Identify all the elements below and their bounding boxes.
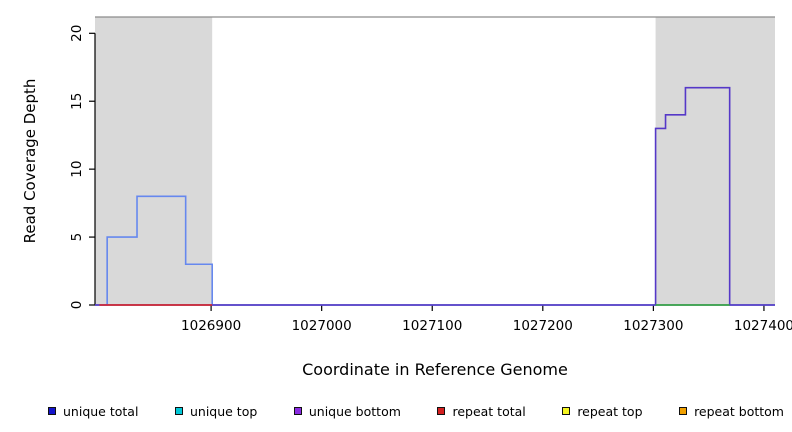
legend-swatch: [437, 407, 446, 415]
legend-item: unique top: [174, 403, 258, 419]
repeat-region-shading: [95, 17, 213, 305]
legend-item: unique total: [48, 404, 138, 419]
legend-label: unique bottom: [308, 403, 401, 419]
legend-swatch: [293, 407, 302, 415]
legend-item: repeat total: [437, 403, 526, 419]
y-tick-label: 10: [69, 161, 85, 178]
x-tick-label: 1027100: [402, 318, 462, 334]
y-tick-label: 0: [69, 301, 85, 310]
legend-item: repeat top: [562, 403, 643, 419]
legend-label: repeat top: [577, 403, 643, 419]
legend-label: unique top: [189, 403, 258, 419]
x-tick-label: 1027400: [734, 318, 792, 334]
y-axis-label: Read Coverage Depth: [21, 78, 39, 244]
x-tick-label: 1026900: [181, 318, 241, 334]
series-line: [95, 195, 775, 306]
legend-swatch: [562, 407, 571, 415]
legend-swatch: [48, 407, 56, 415]
legend-label: repeat bottom: [694, 403, 784, 419]
y-tick-label: 20: [69, 25, 85, 42]
legend: unique total unique top unique bottom repea…: [48, 401, 784, 421]
x-tick-label: 1027200: [513, 318, 573, 334]
legend-item: unique bottom: [293, 403, 401, 419]
x-tick-label: 1027000: [292, 318, 352, 334]
y-tick-label: 15: [69, 93, 85, 110]
x-tick-label: 1027300: [623, 318, 683, 334]
y-tick-label: 5: [69, 233, 85, 242]
repeat-region-shading: [655, 17, 775, 305]
legend-item: repeat bottom: [679, 404, 784, 419]
legend-swatch: [174, 407, 183, 415]
legend-label: unique total: [63, 403, 139, 419]
x-axis-label: Coordinate in Reference Genome: [302, 360, 568, 379]
legend-label: repeat total: [452, 403, 526, 419]
legend-swatch: [679, 407, 688, 415]
series-line: [95, 86, 775, 306]
